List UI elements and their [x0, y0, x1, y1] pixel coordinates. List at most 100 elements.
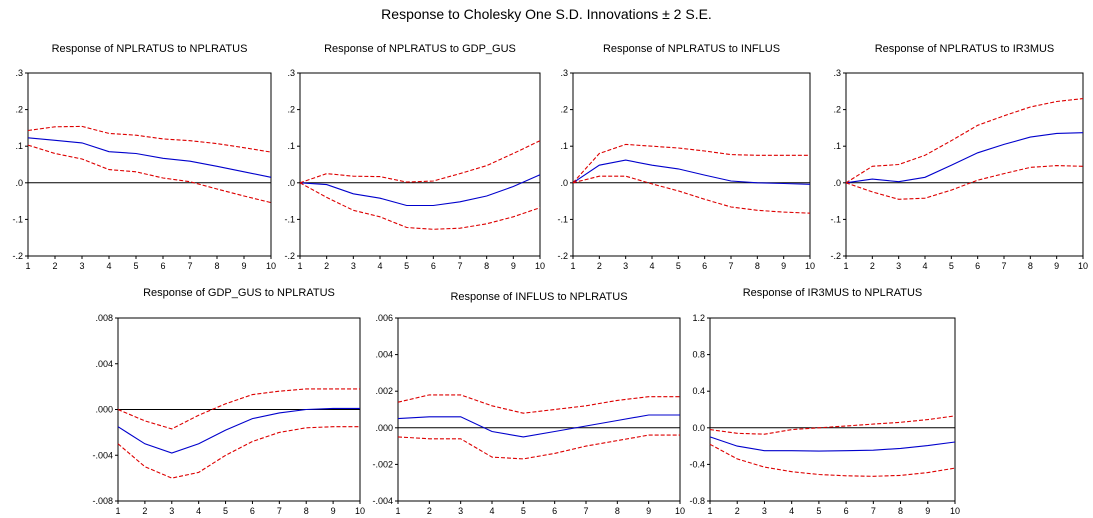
y-tick-label: 0.0 [692, 423, 705, 433]
x-tick-label: 6 [431, 261, 436, 271]
x-tick-label: 6 [250, 506, 255, 516]
y-tick-label: -0.4 [689, 459, 705, 469]
x-tick-label: 5 [521, 506, 526, 516]
x-tick-label: 10 [1078, 261, 1088, 271]
x-tick-label: 5 [949, 261, 954, 271]
x-tick-label: 7 [871, 506, 876, 516]
x-tick-label: 1 [707, 506, 712, 516]
x-tick-label: 9 [241, 261, 246, 271]
x-tick-label: 8 [615, 506, 620, 516]
irf-panel-3: Response of NPLRATUS to INFLUS .3 .2 .1 .0 -.… [557, 43, 815, 271]
y-tick-label: .004 [375, 350, 393, 360]
y-tick-label: -0.8 [689, 496, 705, 506]
x-tick-label: 7 [728, 261, 733, 271]
x-tick-label: 9 [925, 506, 930, 516]
y-tick-label: .0 [833, 178, 841, 188]
x-tick-label: 5 [404, 261, 409, 271]
x-tick-label: 3 [458, 506, 463, 516]
y-tick-label: .0 [560, 178, 568, 188]
x-tick-label: 1 [115, 506, 120, 516]
x-tick-label: 10 [950, 506, 960, 516]
y-tick-label: -.008 [92, 496, 113, 506]
x-tick-label: 4 [196, 506, 201, 516]
x-tick-label: 6 [160, 261, 165, 271]
response-line [397, 414, 680, 438]
plot-frame [27, 72, 272, 257]
x-tick-label: 9 [1054, 261, 1059, 271]
x-tick-label: 4 [377, 261, 382, 271]
x-tick-label: 5 [133, 261, 138, 271]
x-tick-label: 5 [816, 506, 821, 516]
x-tick-label: 2 [324, 261, 329, 271]
x-tick-label: 8 [484, 261, 489, 271]
plot-frame [572, 72, 811, 257]
panel-title: Response of INFLUS to NPLRATUS [450, 291, 627, 303]
x-tick-label: 5 [223, 506, 228, 516]
irf-panel-6: Response of INFLUS to NPLRATUS .006 .004 .0… [372, 291, 685, 516]
x-tick-label: 4 [489, 506, 494, 516]
x-tick-label: 1 [843, 261, 848, 271]
x-tick-label: 7 [457, 261, 462, 271]
upper-band-line [397, 394, 680, 414]
y-tick-label: -.2 [12, 251, 23, 261]
x-tick-label: 1 [395, 506, 400, 516]
x-tick-label: 2 [870, 261, 875, 271]
x-tick-label: 2 [142, 506, 147, 516]
y-tick-label: .1 [833, 141, 841, 151]
panel-title: Response of IR3MUS to NPLRATUS [743, 287, 923, 299]
y-tick-label: -.1 [557, 214, 568, 224]
y-tick-label: .0 [287, 178, 295, 188]
y-tick-label: -.1 [284, 214, 295, 224]
x-tick-label: 3 [79, 261, 84, 271]
x-tick-label: 3 [351, 261, 356, 271]
x-tick-label: 7 [583, 506, 588, 516]
plot-frame [299, 72, 541, 257]
y-tick-label: -.2 [557, 251, 568, 261]
x-tick-label: 1 [570, 261, 575, 271]
panel-title: Response of NPLRATUS to IR3MUS [875, 43, 1055, 55]
lower-band-line [709, 443, 956, 477]
irf-panel-2: Response of NPLRATUS to GDP_GUS .3 .2 .1 .0 -… [284, 43, 545, 271]
x-tick-label: 2 [427, 506, 432, 516]
y-tick-label: .3 [560, 68, 568, 78]
y-tick-label: .2 [833, 105, 841, 115]
x-tick-label: 6 [975, 261, 980, 271]
upper-band-line [117, 388, 360, 430]
y-tick-label: .2 [287, 105, 295, 115]
panel-title: Response of NPLRATUS to NPLRATUS [52, 43, 248, 55]
x-tick-label: 3 [762, 506, 767, 516]
y-tick-label: .3 [833, 68, 841, 78]
panel-title: Response of GDP_GUS to NPLRATUS [143, 287, 335, 299]
lower-band-line [27, 144, 272, 204]
y-tick-label: -.1 [830, 214, 841, 224]
response-line [709, 436, 956, 452]
x-tick-label: 7 [187, 261, 192, 271]
panel-title: Response of NPLRATUS to GDP_GUS [324, 43, 516, 55]
irf-panel-4: Response of NPLRATUS to IR3MUS .3 .2 .1 .0 -.… [830, 43, 1088, 271]
y-tick-label: .006 [375, 313, 393, 323]
x-tick-label: 4 [922, 261, 927, 271]
x-tick-label: 3 [623, 261, 628, 271]
y-tick-label: .3 [287, 68, 295, 78]
x-tick-label: 8 [898, 506, 903, 516]
y-tick-label: .002 [375, 386, 393, 396]
x-tick-label: 9 [646, 506, 651, 516]
y-tick-label: .2 [560, 105, 568, 115]
y-tick-label: 0.8 [692, 350, 705, 360]
plot-frame [709, 317, 956, 502]
lower-band-line [572, 175, 811, 214]
x-tick-label: 10 [266, 261, 276, 271]
x-tick-label: 10 [805, 261, 815, 271]
y-tick-label: -.004 [372, 496, 393, 506]
y-tick-label: .0 [15, 178, 23, 188]
upper-band-line [845, 98, 1084, 184]
x-tick-label: 8 [755, 261, 760, 271]
panel-title: Response of NPLRATUS to INFLUS [603, 43, 780, 55]
irf-panel-5: Response of GDP_GUS to NPLRATUS .008 .004.… [92, 287, 365, 516]
x-tick-label: 2 [52, 261, 57, 271]
figure-title: Response to Cholesky One S.D. Innovation… [381, 6, 712, 22]
upper-band-line [27, 125, 272, 153]
response-line [27, 137, 272, 178]
irf-panel-7: Response of IR3MUS to NPLRATUS 1.2 0.8 0.4 0… [689, 287, 960, 516]
